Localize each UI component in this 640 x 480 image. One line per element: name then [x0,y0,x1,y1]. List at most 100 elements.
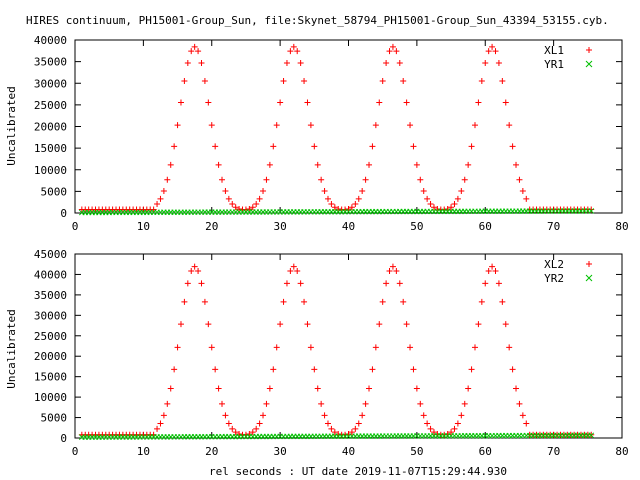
y-tick-label: 40000 [34,34,67,47]
data-point [229,201,236,208]
data-point [283,60,290,67]
data-point [253,425,260,432]
data-point [215,161,222,168]
data-point [249,204,256,211]
data-point [160,187,167,194]
x-axis-label: rel seconds : UT date 2019-11-07T15:29:4… [209,465,507,478]
data-point [417,400,424,407]
data-point [321,187,328,194]
x-tick-label: 70 [547,445,560,458]
x-tick-label: 70 [547,220,560,233]
data-point [232,204,239,211]
x-tick-label: 50 [410,445,423,458]
data-point [266,385,273,392]
data-point [372,344,379,351]
data-point [417,176,424,183]
data-point [260,412,267,419]
y-tick-label: 25000 [34,330,67,343]
data-point [588,432,595,439]
y-tick-label: 30000 [34,77,67,90]
data-point [150,206,157,213]
y-tick-label: 15000 [34,371,67,384]
y-tick-label: 10000 [34,164,67,177]
data-point [177,321,184,328]
plot-frame [74,253,623,439]
plot-frame [74,39,623,214]
data-point [403,99,410,106]
data-point [249,429,256,436]
data-point [201,78,208,85]
data-point [352,425,359,432]
data-point [516,400,523,407]
legend-label: XL2 [544,258,564,271]
data-point [427,425,434,432]
bottom-chart-ylabel: Uncalibrated [5,309,18,388]
y-tick-label: 15000 [34,142,67,155]
data-point [396,280,403,287]
data-point [311,366,318,373]
data-point [389,263,396,270]
data-point [266,161,273,168]
data-point [509,366,516,373]
y-tick-label: 35000 [34,56,67,69]
data-point [413,385,420,392]
data-point [324,420,331,427]
data-point [410,143,417,150]
data-point [355,195,362,202]
legend-marker [586,261,592,267]
data-point [328,201,335,208]
data-point [506,122,513,129]
data-point [506,344,513,351]
data-point [359,187,366,194]
data-point [478,78,485,85]
figure-title: HIRES continuum, PH15001-Group_Sun, file… [26,14,609,27]
data-point [256,195,263,202]
data-point [297,280,304,287]
data-point [523,195,530,202]
data-point [369,143,376,150]
data-point [256,420,263,427]
data-point [420,187,427,194]
data-point [290,43,297,50]
data-point [386,48,393,55]
data-point [424,420,431,427]
data-point [410,366,417,373]
x-tick-label: 10 [137,220,150,233]
x-tick-label: 10 [137,445,150,458]
top-chart-ylabel: Uncalibrated [5,86,18,165]
data-point [407,344,414,351]
data-point [328,425,335,432]
data-point [492,48,499,55]
data-point [454,420,461,427]
data-point [403,321,410,328]
data-point [400,298,407,305]
data-point [314,161,321,168]
data-point [318,176,325,183]
data-point [171,143,178,150]
x-tick-label: 20 [205,445,218,458]
data-point [379,78,386,85]
legend-marker [586,47,592,53]
data-point [198,280,205,287]
legend-marker [585,60,593,68]
data-point [164,176,171,183]
data-point [188,268,195,275]
x-tick-label: 0 [72,220,79,233]
x-tick-label: 40 [342,445,355,458]
data-point [458,187,465,194]
data-point [198,60,205,67]
data-point [495,60,502,67]
data-point [502,321,509,328]
data-point [482,280,489,287]
data-point [184,60,191,67]
y-tick-label: 20000 [34,121,67,134]
data-point [396,60,403,67]
data-point [383,60,390,67]
data-point [465,161,472,168]
data-point [502,99,509,106]
legend-marker [585,274,593,282]
data-point [191,43,198,50]
x-tick-label: 80 [615,445,628,458]
x-tick-label: 0 [72,445,79,458]
data-point [331,204,338,211]
